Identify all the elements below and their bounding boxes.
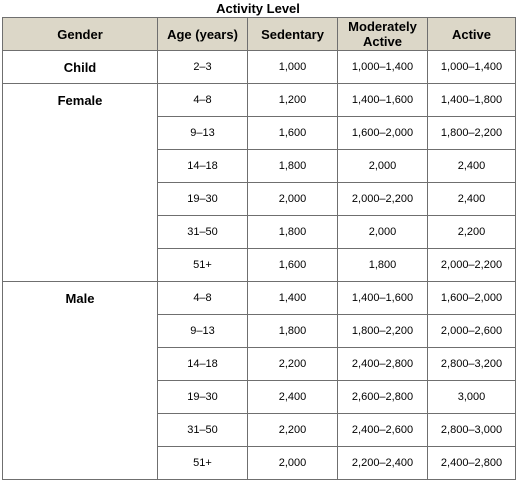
header-moderately-active: Moderately Active	[337, 17, 428, 51]
age-cell: 9–13	[157, 314, 248, 348]
gender-cell: Child	[2, 50, 158, 84]
active-cell: 2,400	[427, 182, 516, 216]
sedentary-cell: 1,600	[247, 116, 338, 150]
table-row: Child 2–3 1,000 1,000–1,400 1,000–1,400	[2, 50, 516, 84]
active-cell: 2,800–3,000	[427, 413, 516, 447]
table-row: 31–50 1,800 2,000 2,200	[3, 215, 516, 249]
active-cell: 1,400–1,800	[427, 83, 516, 117]
age-cell: 31–50	[157, 215, 248, 249]
age-cell: 14–18	[157, 347, 248, 381]
table-row: 9–13 1,600 1,600–2,000 1,800–2,200	[3, 116, 516, 150]
table-row: 51+ 2,000 2,200–2,400 2,400–2,800	[3, 446, 516, 480]
sedentary-cell: 2,200	[247, 347, 338, 381]
table-row: 19–30 2,400 2,600–2,800 3,000	[3, 380, 516, 414]
age-cell: 51+	[157, 248, 248, 282]
table-row: Male 4–8 1,400 1,400–1,600 1,600–2,000	[2, 281, 516, 480]
age-cell: 4–8	[157, 281, 248, 315]
sedentary-cell: 2,200	[247, 413, 338, 447]
active-cell: 2,200	[427, 215, 516, 249]
moderately-active-cell: 1,400–1,600	[337, 281, 428, 315]
age-cell: 51+	[157, 446, 248, 480]
moderately-active-cell: 2,000	[337, 215, 428, 249]
table-row: 14–18 1,800 2,000 2,400	[3, 149, 516, 183]
active-cell: 2,000–2,600	[427, 314, 516, 348]
age-cell: 19–30	[157, 182, 248, 216]
table-row: 51+ 1,600 1,800 2,000–2,200	[3, 248, 516, 282]
age-cell: 4–8	[157, 83, 248, 117]
calorie-table: Gender Age (years) Sedentary Moderately …	[2, 17, 516, 480]
moderately-active-cell: 1,600–2,000	[337, 116, 428, 150]
active-cell: 1,600–2,000	[427, 281, 516, 315]
age-cell: 19–30	[157, 380, 248, 414]
sedentary-cell: 1,800	[247, 314, 338, 348]
active-cell: 1,000–1,400	[427, 50, 516, 84]
gender-cell: Male	[2, 281, 158, 480]
moderately-active-cell: 2,600–2,800	[337, 380, 428, 414]
active-cell: 2,400–2,800	[427, 446, 516, 480]
active-cell: 2,400	[427, 149, 516, 183]
sedentary-cell: 2,400	[247, 380, 338, 414]
age-cell: 2–3	[157, 50, 248, 84]
table-row: 14–18 2,200 2,400–2,800 2,800–3,200	[3, 347, 516, 381]
moderately-active-cell: 2,000	[337, 149, 428, 183]
active-cell: 2,000–2,200	[427, 248, 516, 282]
age-cell: 31–50	[157, 413, 248, 447]
moderately-active-cell: 1,800	[337, 248, 428, 282]
sedentary-cell: 2,000	[247, 182, 338, 216]
sedentary-cell: 1,200	[247, 83, 338, 117]
active-cell: 1,800–2,200	[427, 116, 516, 150]
moderately-active-cell: 1,400–1,600	[337, 83, 428, 117]
table-body: Child 2–3 1,000 1,000–1,400 1,000–1,400 Femal…	[2, 50, 516, 480]
age-cell: 9–13	[157, 116, 248, 150]
header-active: Active	[427, 17, 516, 51]
table-title: Activity Level	[216, 1, 300, 16]
sedentary-cell: 2,000	[247, 446, 338, 480]
moderately-active-cell: 2,400–2,800	[337, 347, 428, 381]
table-row: 9–13 1,800 1,800–2,200 2,000–2,600	[3, 314, 516, 348]
sedentary-cell: 1,800	[247, 215, 338, 249]
gender-cell: Female	[2, 83, 158, 282]
moderately-active-cell: 1,000–1,400	[337, 50, 428, 84]
sedentary-cell: 1,600	[247, 248, 338, 282]
header-age: Age (years)	[157, 17, 248, 51]
header-sedentary: Sedentary	[247, 17, 338, 51]
sedentary-cell: 1,000	[247, 50, 338, 84]
moderately-active-cell: 2,000–2,200	[337, 182, 428, 216]
moderately-active-cell: 1,800–2,200	[337, 314, 428, 348]
table-row: 19–30 2,000 2,000–2,200 2,400	[3, 182, 516, 216]
header-row: Gender Age (years) Sedentary Moderately …	[2, 17, 516, 51]
age-cell: 14–18	[157, 149, 248, 183]
moderately-active-cell: 2,200–2,400	[337, 446, 428, 480]
active-cell: 2,800–3,200	[427, 347, 516, 381]
header-gender: Gender	[2, 17, 158, 51]
moderately-active-cell: 2,400–2,600	[337, 413, 428, 447]
active-cell: 3,000	[427, 380, 516, 414]
sedentary-cell: 1,400	[247, 281, 338, 315]
table-row: Female 4–8 1,200 1,400–1,600 1,400–1,800	[2, 83, 516, 282]
sedentary-cell: 1,800	[247, 149, 338, 183]
